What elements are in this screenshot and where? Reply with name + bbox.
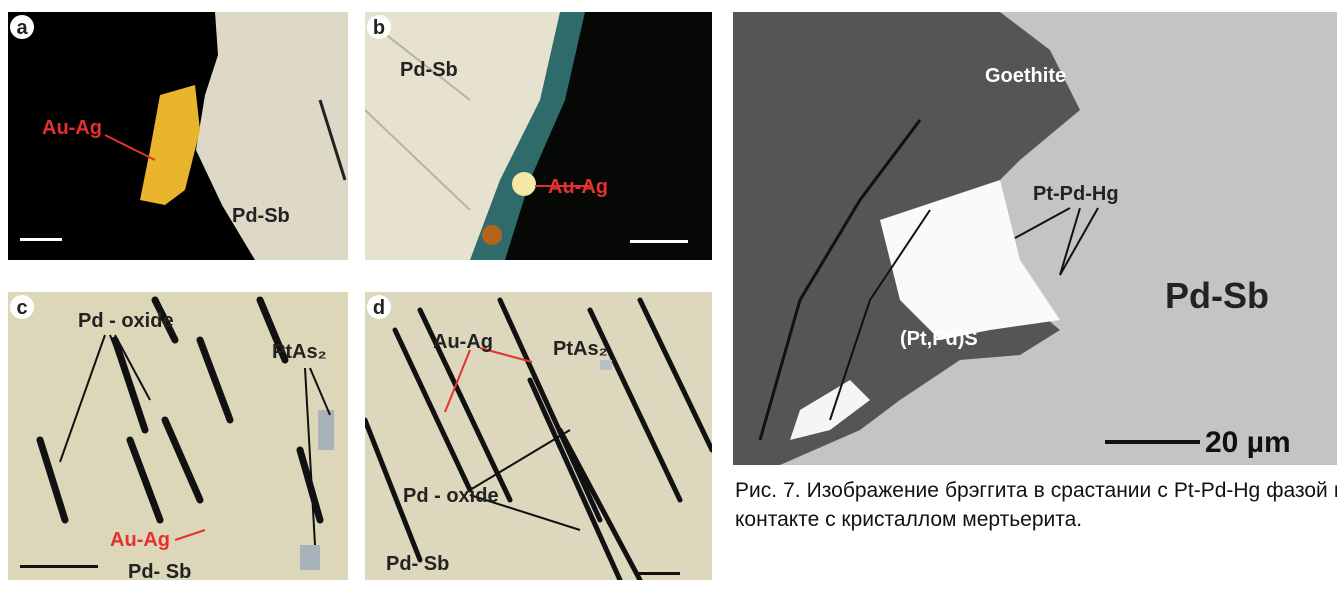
label: Pd- Sb	[128, 561, 191, 583]
panel-letter: a	[16, 17, 28, 39]
label: Au-Ag	[548, 176, 608, 198]
page: a b c d Au-Ag Pd-Sb Pd-Sb Au-Ag Pd - oxi…	[0, 0, 1337, 592]
panel-d-image	[365, 292, 712, 580]
label: PtAs₂	[553, 338, 607, 360]
label: Pd-Sb	[400, 59, 458, 81]
label: Au-Ag	[110, 529, 170, 551]
label: Au-Ag	[42, 117, 102, 139]
caption-box: Рис. 7. Изображение брэггита в срастании…	[735, 476, 1337, 586]
panel-letter: d	[373, 297, 385, 319]
label: Pd- Sb	[386, 553, 449, 575]
label: Pd-Sb	[232, 205, 290, 227]
panel-b-image	[365, 12, 712, 260]
label: Au-Ag	[433, 331, 493, 353]
label: Goethite	[985, 65, 1066, 87]
label: Pd - oxide	[78, 310, 174, 332]
label: PtAs₂	[272, 341, 326, 363]
caption: Рис. 7. Изображение брэггита в срастании…	[735, 476, 1337, 534]
panel-c-image	[8, 292, 348, 580]
panel-letter: c	[16, 297, 27, 319]
scale-label: 20 µm	[1205, 426, 1291, 459]
panel-letter: b	[373, 17, 385, 39]
label: Pd - oxide	[403, 485, 499, 507]
label: Pd-Sb	[1165, 275, 1269, 316]
label: Pt-Pd-Hg	[1033, 183, 1119, 205]
label: (Pt,Pd)S	[900, 328, 978, 350]
